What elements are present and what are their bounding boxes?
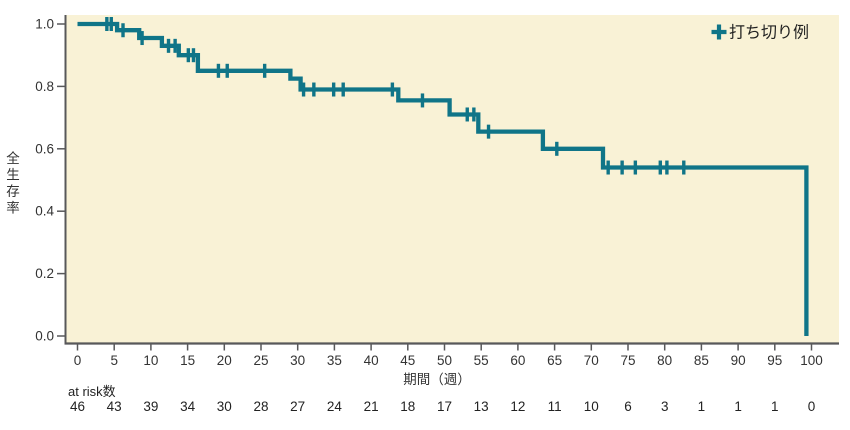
at-risk-value: 24 — [327, 399, 343, 414]
y-axis-title-char: 率 — [6, 200, 20, 216]
x-tick-label: 70 — [584, 353, 599, 368]
x-tick-label: 30 — [290, 353, 305, 368]
x-tick-label: 55 — [474, 353, 489, 368]
y-tick-label: 0.2 — [35, 266, 54, 281]
plot-background — [65, 15, 839, 344]
at-risk-value: 3 — [661, 399, 669, 414]
x-tick-label: 100 — [800, 353, 823, 368]
x-tick-label: 60 — [510, 353, 525, 368]
x-tick-label: 5 — [110, 353, 118, 368]
at-risk-value: 43 — [107, 399, 122, 414]
censored-plus-icon — [711, 24, 727, 40]
x-tick-label: 20 — [217, 353, 232, 368]
x-tick-label: 40 — [364, 353, 379, 368]
x-tick-label: 75 — [620, 353, 635, 368]
at-risk-value: 1 — [734, 399, 742, 414]
y-tick-label: 1.0 — [35, 17, 54, 32]
at-risk-value: 34 — [180, 399, 196, 414]
x-tick-label: 80 — [657, 353, 672, 368]
x-tick-label: 25 — [253, 353, 268, 368]
at-risk-value: 17 — [437, 399, 452, 414]
at-risk-value: 11 — [548, 399, 562, 414]
at-risk-label: at risk数 — [68, 384, 116, 399]
at-risk-value: 21 — [364, 399, 379, 414]
x-axis-title: 期間（週） — [403, 372, 471, 387]
at-risk-value: 12 — [510, 399, 525, 414]
at-risk-value: 39 — [143, 399, 158, 414]
at-risk-value: 0 — [808, 399, 816, 414]
legend-label: 打ち切り例 — [729, 24, 809, 42]
y-tick-label: 0.0 — [35, 329, 54, 344]
x-tick-label: 85 — [694, 353, 709, 368]
at-risk-value: 30 — [217, 399, 232, 414]
x-tick-label: 95 — [767, 353, 782, 368]
at-risk-value: 1 — [771, 399, 779, 414]
x-tick-label: 0 — [74, 353, 82, 368]
legend: 打ち切り例 — [711, 24, 809, 42]
x-tick-label: 35 — [327, 353, 342, 368]
at-risk-value: 28 — [253, 399, 268, 414]
y-tick-label: 0.4 — [35, 204, 54, 219]
x-tick-label: 50 — [437, 353, 452, 368]
y-tick-label: 0.6 — [35, 141, 54, 156]
x-tick-label: 10 — [143, 353, 158, 368]
y-axis-title-char: 生 — [6, 168, 20, 183]
survival-curve — [77, 21, 809, 336]
at-risk-value: 1 — [698, 399, 706, 414]
y-axis-title-char: 全 — [6, 150, 20, 166]
at-risk-value: 18 — [400, 399, 415, 414]
x-tick-label: 45 — [400, 353, 415, 368]
x-tick-label: 90 — [731, 353, 746, 368]
y-tick-label: 0.8 — [35, 79, 54, 94]
at-risk-value: 46 — [70, 399, 85, 414]
at-risk-value: 10 — [584, 399, 599, 414]
y-axis-title-char: 存 — [6, 184, 20, 199]
at-risk-value: 6 — [624, 399, 632, 414]
x-tick-label: 65 — [547, 353, 562, 368]
at-risk-value: 13 — [474, 399, 489, 414]
x-tick-label: 15 — [180, 353, 195, 368]
at-risk-value: 27 — [290, 399, 305, 414]
